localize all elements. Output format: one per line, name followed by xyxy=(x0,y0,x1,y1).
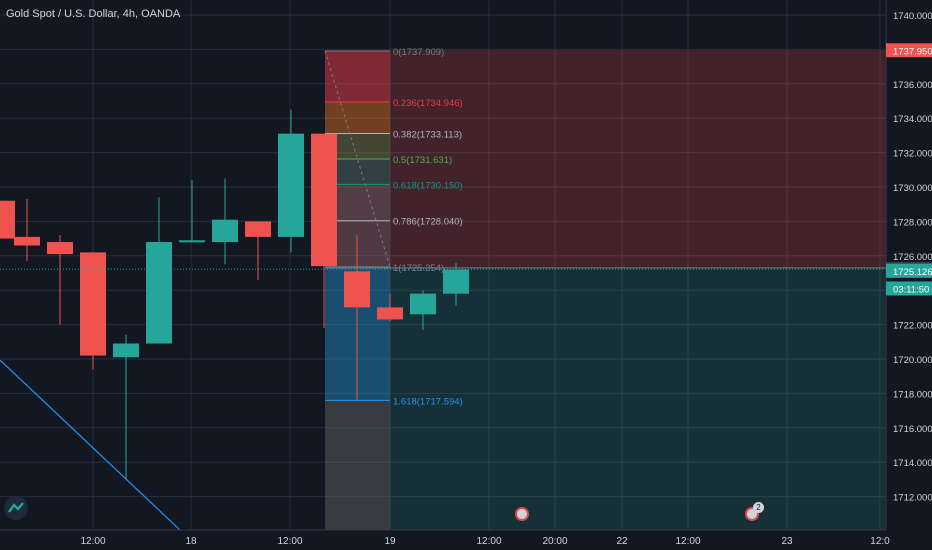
fib-level-label: 0.382(1733.113) xyxy=(393,129,462,140)
price-tick-label: 1728.000 xyxy=(893,217,932,228)
candle-body[interactable] xyxy=(443,269,469,294)
price-tick-label: 1712.000 xyxy=(893,493,932,504)
candle-body[interactable] xyxy=(377,307,403,320)
candle-body[interactable] xyxy=(113,343,139,358)
candle-body[interactable] xyxy=(47,242,73,255)
price-tick-label: 1736.000 xyxy=(893,80,932,91)
candle-body[interactable] xyxy=(80,252,106,356)
price-tick-label: 1740.000 xyxy=(893,11,932,22)
candle-body[interactable] xyxy=(0,200,15,239)
time-tick-label: 12:00 xyxy=(476,536,501,547)
stop-loss-zone[interactable] xyxy=(325,50,886,268)
price-label-text: 1725.126 xyxy=(893,267,932,278)
time-tick-label: 18 xyxy=(185,536,197,547)
symbol-title: Gold Spot / U.S. Dollar, 4h, OANDA xyxy=(6,8,181,20)
price-label-text: 1737.950 xyxy=(893,46,932,57)
fib-band xyxy=(325,50,390,102)
price-tick-label: 1722.000 xyxy=(893,321,932,332)
candle-body[interactable] xyxy=(245,221,271,237)
fib-level-label: 0(1737.909) xyxy=(393,47,444,58)
price-tick-label: 1730.000 xyxy=(893,183,932,194)
fib-trend-line xyxy=(324,50,391,268)
fib-level-label: 0.786(1728.040) xyxy=(393,217,463,228)
tradingview-logo-icon[interactable] xyxy=(4,496,28,520)
candle-body[interactable] xyxy=(278,133,304,237)
time-tick-label: 12:00 xyxy=(80,536,105,547)
price-tick-label: 1714.000 xyxy=(893,458,932,469)
time-tick-label: 12:0 xyxy=(870,536,890,547)
candle-body[interactable] xyxy=(311,133,337,267)
price-label-text: 03:11:50 xyxy=(893,284,929,295)
time-tick-label: 20:00 xyxy=(542,536,567,547)
candle-body[interactable] xyxy=(146,242,172,344)
fib-level-label: 0.5(1731.631) xyxy=(393,155,452,166)
price-label-tag xyxy=(886,281,932,296)
fib-level-label: 1.618(1717.594) xyxy=(393,396,463,407)
fib-level-label: 0.236(1734.946) xyxy=(393,98,463,109)
price-tick-label: 1720.000 xyxy=(893,355,932,366)
time-axis[interactable] xyxy=(0,530,932,550)
price-tick-label: 1716.000 xyxy=(893,424,932,435)
price-tick-label: 1732.000 xyxy=(893,149,932,160)
time-tick-label: 23 xyxy=(781,536,793,547)
price-tick-label: 1718.000 xyxy=(893,389,932,400)
time-tick-label: 22 xyxy=(616,536,628,547)
time-tick-label: 12:00 xyxy=(277,536,302,547)
event-count-badge: 2 xyxy=(753,502,764,513)
fib-level-label: 0.618(1730.150) xyxy=(393,180,463,191)
fib-extension-band xyxy=(325,400,390,530)
candle-body[interactable] xyxy=(179,240,205,243)
us-flag-event-group-icon[interactable]: 2 xyxy=(745,502,764,521)
price-tick-label: 1734.000 xyxy=(893,114,932,125)
fib-band xyxy=(325,101,390,134)
candle-body[interactable] xyxy=(344,271,370,308)
price-tick-label: 1726.000 xyxy=(893,252,932,263)
candle-body[interactable] xyxy=(410,293,436,315)
trend-line[interactable] xyxy=(0,359,181,531)
time-tick-label: 12:00 xyxy=(675,536,700,547)
fib-level-label: 1(1725.354) xyxy=(393,263,444,274)
us-flag-event-icon[interactable] xyxy=(515,507,529,521)
price-label-tag xyxy=(886,263,932,278)
candle-body[interactable] xyxy=(14,236,40,246)
candle-body[interactable] xyxy=(212,219,238,243)
time-tick-label: 19 xyxy=(384,536,396,547)
price-label-tag xyxy=(886,43,932,58)
